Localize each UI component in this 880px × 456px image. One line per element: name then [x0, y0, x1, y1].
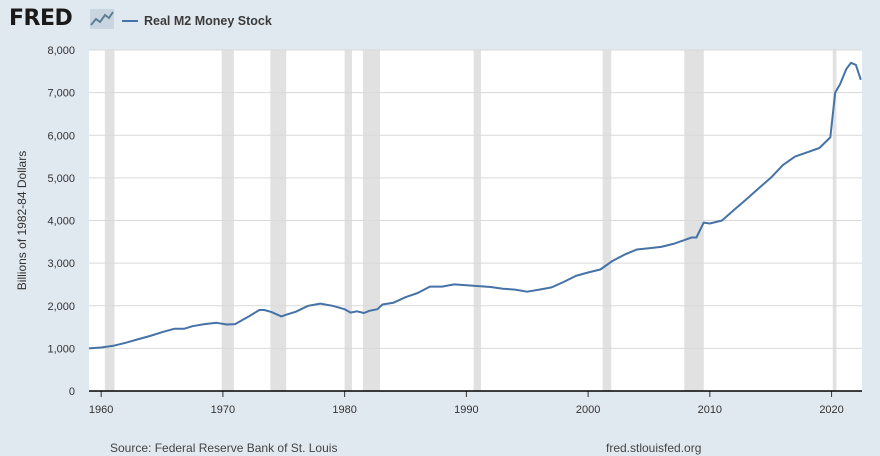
fred-logo[interactable]: FRED [9, 6, 73, 31]
y-tick-label: 7,000 [47, 88, 75, 100]
x-tick-label: 1970 [211, 404, 235, 416]
y-tick-label: 8,000 [47, 45, 75, 57]
legend-swatch [122, 20, 138, 22]
y-tick-label: 5,000 [47, 173, 75, 185]
legend-series-label: Real M2 Money Stock [144, 14, 272, 28]
gridlines [89, 49, 862, 349]
y-tick-label: 3,000 [47, 258, 75, 270]
site-link[interactable]: fred.stlouisfed.org [606, 441, 702, 455]
x-tick-label: 2000 [576, 404, 600, 416]
x-tick-label: 2010 [698, 404, 722, 416]
x-tick-label: 1960 [89, 404, 113, 416]
x-axis-ticks: 1960 1970 1980 1990 2000 2010 2020 [89, 391, 844, 416]
y-tick-label: 6,000 [47, 130, 75, 142]
fred-line-chart-icon [90, 9, 114, 29]
y-axis-ticks: 0 1,000 2,000 3,000 4,000 5,000 6,000 7,000 8,00… [47, 45, 75, 398]
y-tick-label: 4,000 [47, 216, 75, 228]
source-note: Source: Federal Reserve Bank of St. Loui… [110, 441, 338, 455]
x-tick-label: 2020 [819, 404, 843, 416]
chart-legend: Real M2 Money Stock [122, 13, 272, 29]
y-tick-label: 0 [69, 386, 75, 398]
y-tick-label: 2,000 [47, 301, 75, 313]
y-tick-label: 1,000 [47, 343, 75, 355]
x-tick-label: 1990 [454, 404, 478, 416]
x-tick-label: 1980 [332, 404, 356, 416]
y-axis-label: Billions of 1982-84 Dollars [15, 151, 29, 290]
chart-header: FRED Real M2 Money Stock [0, 0, 880, 40]
series-line-real-m2[interactable] [88, 61, 862, 350]
